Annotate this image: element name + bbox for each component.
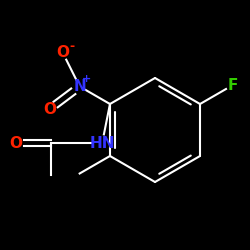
- Text: O: O: [56, 45, 69, 60]
- Text: -: -: [69, 40, 74, 53]
- Text: N: N: [73, 79, 86, 94]
- Text: F: F: [228, 78, 238, 92]
- Text: O: O: [10, 136, 22, 151]
- Text: +: +: [82, 74, 91, 85]
- Text: O: O: [43, 102, 56, 117]
- Text: HN: HN: [89, 136, 115, 151]
